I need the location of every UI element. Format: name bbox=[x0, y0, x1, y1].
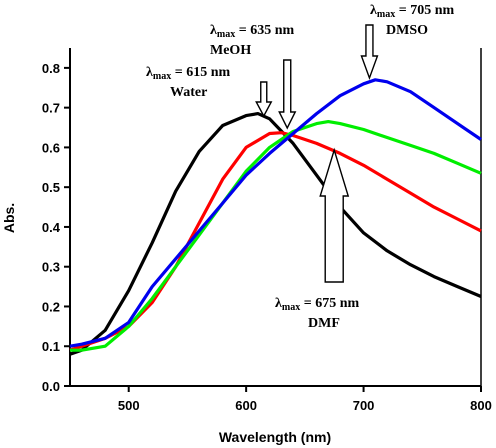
y-tick-label: 0.1 bbox=[42, 339, 60, 354]
series-line-3 bbox=[69, 78, 482, 348]
y-tick-label: 0.0 bbox=[42, 379, 60, 394]
x-tick-label: 700 bbox=[353, 398, 375, 413]
y-tick-label: 0.6 bbox=[42, 140, 60, 155]
annotation-label: λmax = 635 nm bbox=[210, 23, 294, 40]
annotation-arrow bbox=[319, 147, 350, 283]
x-tick-label: 800 bbox=[470, 398, 492, 413]
y-tick-label: 0.7 bbox=[42, 101, 60, 116]
annotation-solvent: DMSO bbox=[386, 23, 428, 38]
annotation-arrow bbox=[255, 81, 273, 118]
annotation-label: λmax = 675 nm bbox=[275, 296, 359, 313]
annotation-solvent: Water bbox=[170, 85, 207, 100]
y-tick-label: 0.2 bbox=[42, 299, 60, 314]
series-line-2 bbox=[70, 119, 482, 352]
annotation-water: λmax = 615 nm Water bbox=[146, 65, 273, 118]
x-axis-title: Wavelength (nm) bbox=[219, 429, 331, 445]
annotation-dmf: λmax = 675 nm DMF bbox=[275, 147, 359, 331]
x-tick-label: 600 bbox=[235, 398, 257, 413]
x-tick-label: 500 bbox=[118, 398, 140, 413]
annotation-meoh: λmax = 635 nm MeOH bbox=[210, 23, 297, 130]
annotation-solvent: DMF bbox=[308, 316, 340, 331]
annotation-label: λmax = 705 nm bbox=[370, 3, 454, 20]
annotation-arrow bbox=[360, 24, 379, 81]
y-axis-title: Abs. bbox=[1, 203, 17, 233]
annotation-label: λmax = 615 nm bbox=[146, 65, 230, 82]
y-ticks: 0.0 0.1 0.2 0.3 0.4 0.5 0.6 0.7 0.8 bbox=[42, 61, 70, 394]
annotation-solvent: MeOH bbox=[210, 43, 251, 58]
y-tick-label: 0.5 bbox=[42, 180, 60, 195]
x-ticks: 500 600 700 800 bbox=[118, 386, 492, 413]
annotation-arrow bbox=[278, 59, 297, 130]
y-tick-label: 0.3 bbox=[42, 260, 60, 275]
annotation-dmso: λmax = 705 nm DMSO bbox=[360, 3, 454, 81]
series-lines bbox=[69, 78, 482, 356]
y-tick-label: 0.4 bbox=[42, 220, 61, 235]
plot-frame bbox=[69, 48, 482, 387]
y-tick-label: 0.8 bbox=[42, 61, 60, 76]
